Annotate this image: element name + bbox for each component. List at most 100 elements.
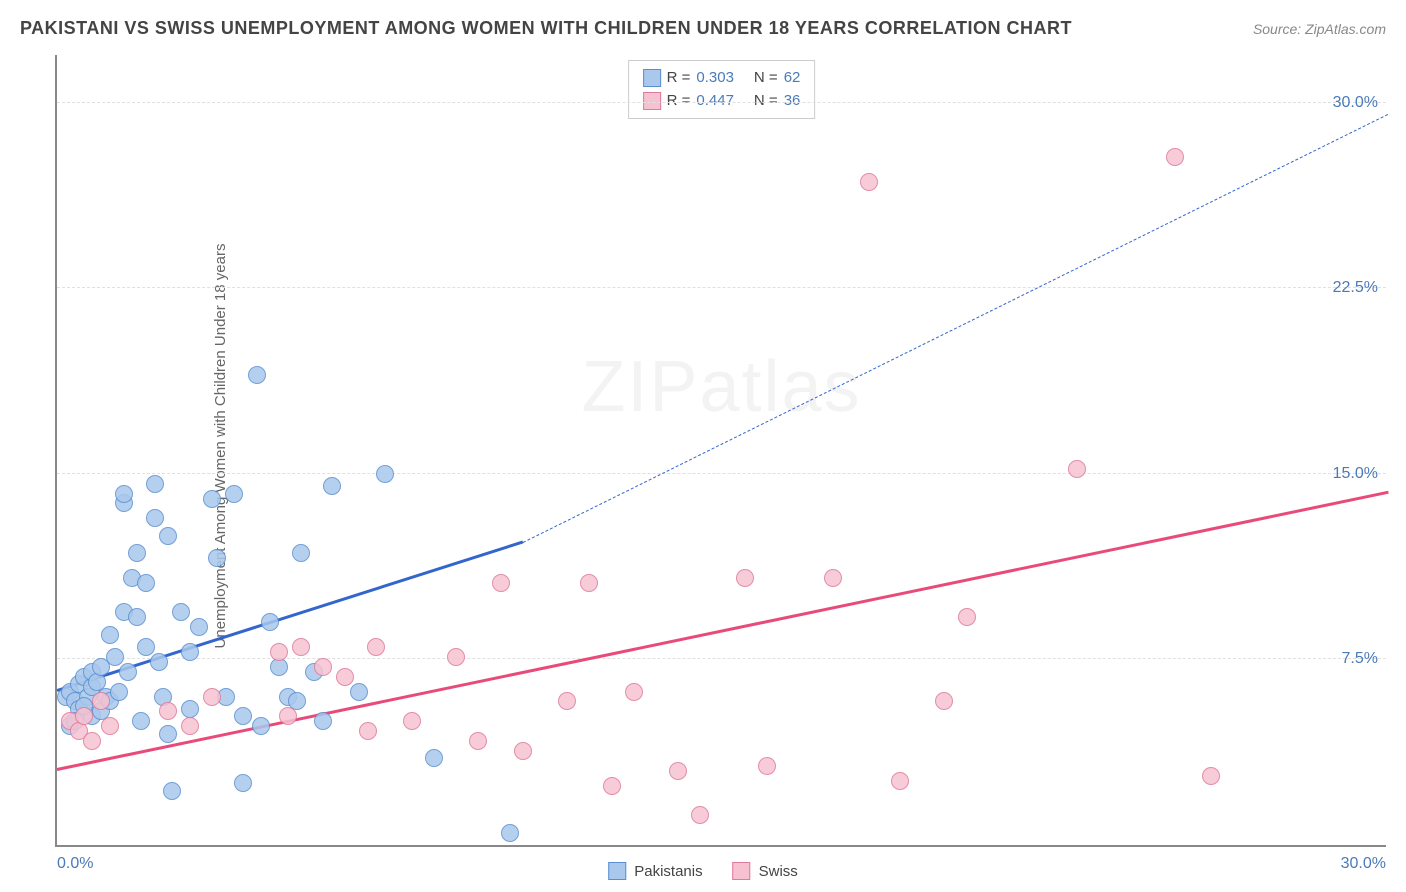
data-point — [935, 692, 953, 710]
data-point — [172, 603, 190, 621]
data-point — [403, 712, 421, 730]
data-point — [860, 173, 878, 191]
y-tick-label: 15.0% — [1333, 465, 1378, 483]
series-name: Swiss — [759, 863, 798, 880]
gridline — [57, 658, 1386, 659]
y-tick-label: 30.0% — [1333, 94, 1378, 112]
data-point — [83, 732, 101, 750]
legend-swatch — [733, 862, 751, 880]
data-point — [137, 574, 155, 592]
data-point — [128, 544, 146, 562]
data-point — [248, 366, 266, 384]
legend-n-label: N = — [754, 67, 778, 90]
data-point — [425, 749, 443, 767]
series-name: Pakistanis — [634, 863, 702, 880]
data-point — [159, 725, 177, 743]
series-legend-item: Pakistanis — [608, 862, 702, 880]
data-point — [492, 574, 510, 592]
series-legend: Pakistanis Swiss — [608, 862, 798, 880]
data-point — [203, 490, 221, 508]
data-point — [159, 702, 177, 720]
data-point — [115, 485, 133, 503]
watermark: ZIPatlas — [581, 346, 861, 428]
data-point — [669, 762, 687, 780]
data-point — [350, 683, 368, 701]
data-point — [110, 683, 128, 701]
data-point — [146, 509, 164, 527]
source-label: Source: ZipAtlas.com — [1253, 21, 1386, 37]
chart-title: PAKISTANI VS SWISS UNEMPLOYMENT AMONG WO… — [20, 18, 1072, 39]
data-point — [203, 688, 221, 706]
data-point — [691, 806, 709, 824]
data-point — [376, 465, 394, 483]
data-point — [181, 643, 199, 661]
data-point — [336, 668, 354, 686]
data-point — [292, 638, 310, 656]
gridline — [57, 287, 1386, 288]
data-point — [603, 777, 621, 795]
data-point — [101, 717, 119, 735]
data-point — [270, 643, 288, 661]
data-point — [558, 692, 576, 710]
data-point — [501, 824, 519, 842]
data-point — [150, 653, 168, 671]
legend-swatch — [643, 69, 661, 87]
data-point — [314, 712, 332, 730]
data-point — [234, 774, 252, 792]
y-tick-label: 7.5% — [1342, 650, 1378, 668]
data-point — [758, 757, 776, 775]
data-point — [119, 663, 137, 681]
data-point — [469, 732, 487, 750]
data-point — [92, 692, 110, 710]
data-point — [736, 569, 754, 587]
data-point — [514, 742, 532, 760]
legend-r-label: R = — [667, 67, 691, 90]
data-point — [137, 638, 155, 656]
data-point — [314, 658, 332, 676]
legend-r-value: 0.303 — [696, 67, 734, 90]
correlation-legend: R = 0.303N = 62R = 0.447N = 36 — [628, 60, 816, 119]
legend-row: R = 0.303 N = 62 — [643, 67, 801, 90]
data-point — [163, 782, 181, 800]
data-point — [190, 618, 208, 636]
legend-swatch — [608, 862, 626, 880]
data-point — [292, 544, 310, 562]
series-legend-item: Swiss — [733, 862, 798, 880]
data-point — [447, 648, 465, 666]
data-point — [580, 574, 598, 592]
data-point — [279, 707, 297, 725]
data-point — [261, 613, 279, 631]
y-tick-label: 22.5% — [1333, 279, 1378, 297]
data-point — [132, 712, 150, 730]
data-point — [1068, 460, 1086, 478]
chart-container: PAKISTANI VS SWISS UNEMPLOYMENT AMONG WO… — [0, 0, 1406, 892]
data-point — [824, 569, 842, 587]
data-point — [234, 707, 252, 725]
data-point — [1202, 767, 1220, 785]
data-point — [159, 527, 177, 545]
gridline — [57, 473, 1386, 474]
data-point — [128, 608, 146, 626]
data-point — [958, 608, 976, 626]
data-point — [146, 475, 164, 493]
gridline — [57, 102, 1386, 103]
data-point — [181, 700, 199, 718]
data-point — [367, 638, 385, 656]
trend-line — [523, 114, 1389, 543]
data-point — [225, 485, 243, 503]
data-point — [181, 717, 199, 735]
x-tick-label: 30.0% — [1341, 855, 1386, 873]
data-point — [101, 626, 119, 644]
legend-n-value: 62 — [784, 67, 801, 90]
data-point — [891, 772, 909, 790]
data-point — [252, 717, 270, 735]
x-tick-label: 0.0% — [57, 855, 93, 873]
data-point — [359, 722, 377, 740]
plot-area: ZIPatlas R = 0.303N = 62R = 0.447N = 36 … — [55, 55, 1386, 847]
data-point — [625, 683, 643, 701]
data-point — [75, 707, 93, 725]
title-bar: PAKISTANI VS SWISS UNEMPLOYMENT AMONG WO… — [20, 18, 1386, 39]
data-point — [106, 648, 124, 666]
data-point — [323, 477, 341, 495]
data-point — [208, 549, 226, 567]
